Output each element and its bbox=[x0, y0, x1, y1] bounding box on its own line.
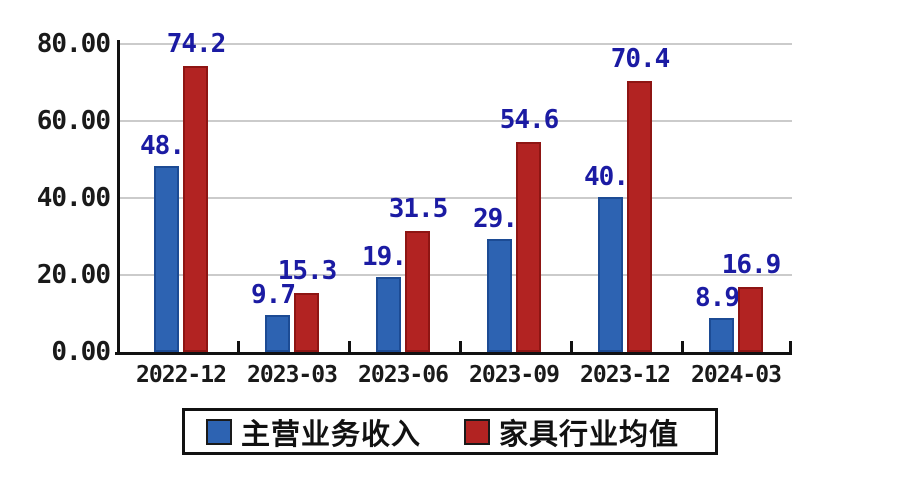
x-tick-label: 2023-12 bbox=[580, 362, 671, 388]
value-label-industry-avg: 54.6 bbox=[499, 104, 560, 135]
bar-revenue bbox=[598, 197, 623, 352]
value-label-revenue: 9.7 bbox=[251, 279, 296, 310]
bar-revenue bbox=[376, 276, 401, 352]
bar-industry-avg bbox=[738, 286, 763, 352]
bar-industry-avg bbox=[294, 293, 319, 352]
bar-industry-avg bbox=[405, 230, 430, 352]
gridline bbox=[117, 120, 792, 122]
legend: 主营业务收入 家具行业均值 bbox=[182, 408, 718, 455]
bar-industry-avg bbox=[183, 66, 208, 352]
value-label-industry-avg: 74.2 bbox=[166, 29, 227, 60]
value-label-industry-avg: 31.5 bbox=[388, 193, 449, 224]
value-label-revenue: 48. bbox=[140, 130, 185, 161]
x-tick-label: 2022-12 bbox=[136, 362, 227, 388]
bar-industry-avg bbox=[627, 80, 652, 352]
y-tick-label: 20.00 bbox=[36, 260, 111, 290]
bar-revenue bbox=[154, 165, 179, 352]
legend-swatch-blue bbox=[206, 418, 232, 445]
value-label-revenue: 29. bbox=[473, 203, 518, 234]
y-axis-line bbox=[117, 40, 120, 355]
legend-swatch-red bbox=[464, 418, 490, 445]
x-axis-tick bbox=[569, 341, 573, 354]
value-label-revenue: 8.9 bbox=[695, 282, 740, 313]
value-label-industry-avg: 15.3 bbox=[277, 256, 338, 287]
x-tick-label: 2023-03 bbox=[247, 362, 338, 388]
y-tick-label: 0.00 bbox=[51, 337, 111, 367]
x-axis-end-tick bbox=[789, 341, 792, 354]
y-tick-label: 80.00 bbox=[36, 29, 111, 59]
bar-revenue bbox=[709, 317, 734, 352]
value-label-industry-avg: 16.9 bbox=[721, 249, 782, 280]
y-tick-label: 40.00 bbox=[36, 183, 111, 213]
legend-label-revenue: 主营业务收入 bbox=[241, 418, 422, 451]
x-tick-label: 2024-03 bbox=[691, 362, 782, 388]
value-label-industry-avg: 70.4 bbox=[610, 43, 671, 74]
x-axis-tick bbox=[458, 341, 462, 354]
value-label-revenue: 19. bbox=[362, 241, 407, 272]
gridline bbox=[117, 43, 792, 45]
bar-revenue bbox=[265, 314, 290, 352]
gridline bbox=[117, 274, 792, 276]
value-label-revenue: 40. bbox=[584, 162, 629, 193]
x-tick-label: 2023-06 bbox=[358, 362, 449, 388]
legend-label-industry-avg: 家具行业均值 bbox=[499, 418, 680, 451]
legend-item-industry-avg: 家具行业均值 bbox=[464, 411, 679, 452]
legend-item-revenue: 主营业务收入 bbox=[206, 411, 421, 452]
x-axis-tick bbox=[680, 341, 684, 354]
x-axis-tick bbox=[236, 341, 240, 354]
bar-industry-avg bbox=[516, 141, 541, 352]
x-tick-label: 2023-09 bbox=[469, 362, 560, 388]
bar-revenue bbox=[487, 238, 512, 352]
x-axis-tick bbox=[347, 341, 351, 354]
x-axis-line bbox=[115, 352, 792, 355]
gridline bbox=[117, 197, 792, 199]
y-tick-label: 60.00 bbox=[36, 106, 111, 136]
